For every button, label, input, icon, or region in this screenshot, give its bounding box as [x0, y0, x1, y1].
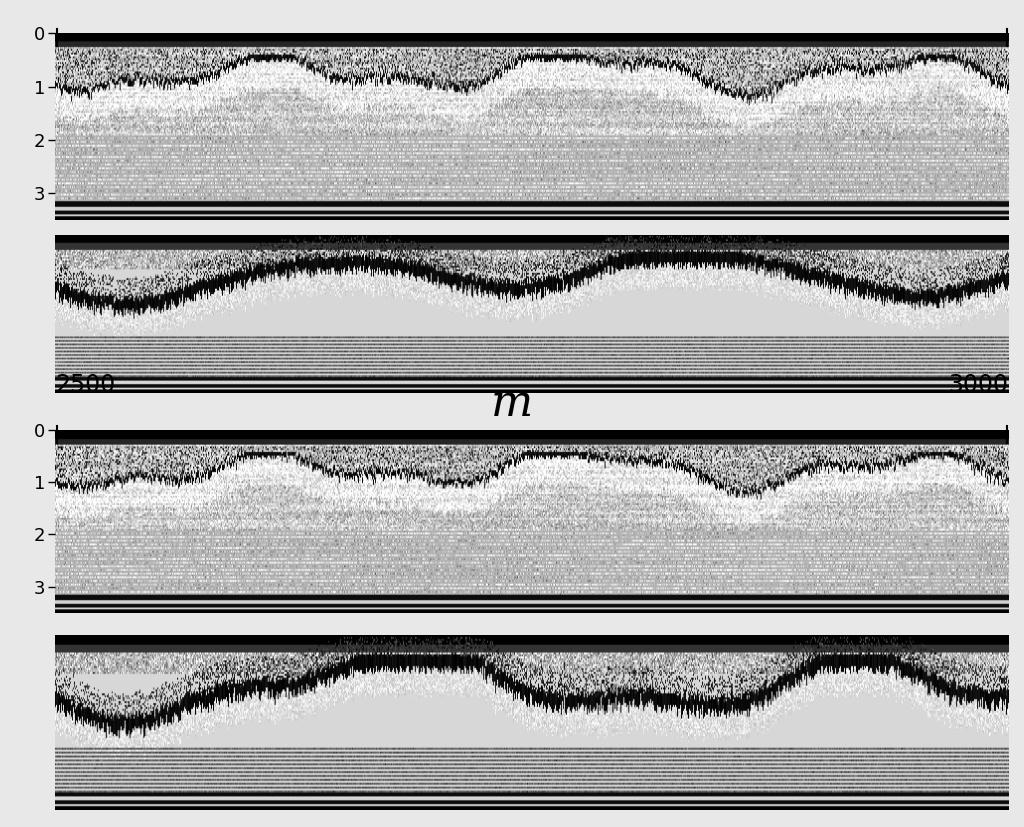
- Text: 2500: 2500: [55, 373, 116, 397]
- Text: m: m: [490, 381, 534, 425]
- Text: 3000: 3000: [948, 373, 1009, 397]
